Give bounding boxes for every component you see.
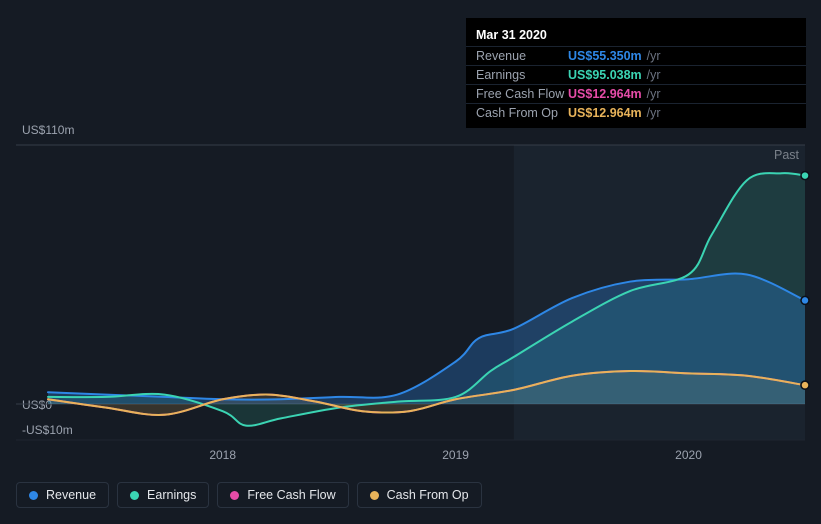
tooltip-unit: /yr	[647, 106, 661, 120]
tooltip-value: US$95.038m	[568, 68, 642, 82]
tooltip-unit: /yr	[647, 49, 661, 63]
chart-tooltip: Mar 31 2020 Revenue US$55.350m /yr Earni…	[466, 18, 806, 128]
tooltip-unit: /yr	[647, 68, 661, 82]
tooltip-value: US$12.964m	[568, 106, 642, 120]
legend-swatch	[370, 491, 379, 500]
tooltip-row-fcf: Free Cash Flow US$12.964m /yr	[466, 84, 806, 103]
legend-swatch	[230, 491, 239, 500]
tooltip-label: Earnings	[476, 68, 568, 82]
tooltip-value: US$55.350m	[568, 49, 642, 63]
legend-label: Revenue	[46, 488, 96, 502]
tooltip-row-revenue: Revenue US$55.350m /yr	[466, 46, 806, 65]
legend-toggle-fcf[interactable]: Free Cash Flow	[217, 482, 348, 508]
tooltip-label: Free Cash Flow	[476, 87, 568, 101]
tooltip-value: US$12.964m	[568, 87, 642, 101]
legend-label: Cash From Op	[387, 488, 469, 502]
tooltip-label: Cash From Op	[476, 106, 568, 120]
tooltip-date: Mar 31 2020	[466, 24, 806, 46]
legend-toggle-earnings[interactable]: Earnings	[117, 482, 209, 508]
legend-toggle-revenue[interactable]: Revenue	[16, 482, 109, 508]
tooltip-label: Revenue	[476, 49, 568, 63]
legend-toggle-cfo[interactable]: Cash From Op	[357, 482, 482, 508]
legend-label: Free Cash Flow	[247, 488, 335, 502]
legend-swatch	[29, 491, 38, 500]
financials-area-chart[interactable]	[0, 120, 821, 470]
legend-swatch	[130, 491, 139, 500]
tooltip-unit: /yr	[647, 87, 661, 101]
chart-legend: Revenue Earnings Free Cash Flow Cash Fro…	[16, 482, 482, 508]
tooltip-row-earnings: Earnings US$95.038m /yr	[466, 65, 806, 84]
legend-label: Earnings	[147, 488, 196, 502]
